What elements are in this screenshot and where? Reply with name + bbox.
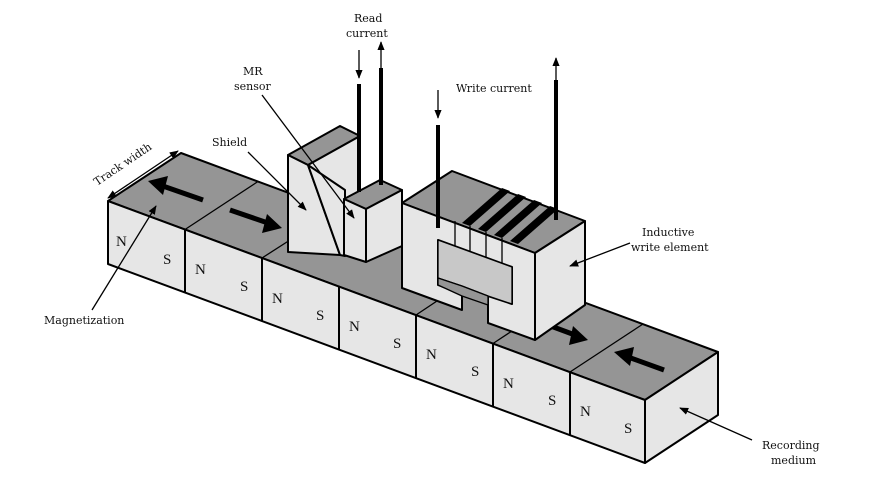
magnetization-label: Magnetization — [44, 314, 124, 327]
write-coil — [454, 188, 558, 263]
medium-front-face — [107, 200, 646, 464]
pole-s-2: S — [240, 279, 248, 295]
shield-label: Shield — [212, 136, 247, 149]
pole-s-4: S — [393, 336, 401, 352]
pole-s-3: S — [316, 308, 324, 324]
pole-n-1: N — [116, 234, 127, 250]
pole-n-3: N — [272, 291, 283, 307]
pole-s-6: S — [548, 393, 556, 409]
magnetization-arrow-2 — [229, 207, 282, 233]
write-current-leads — [434, 57, 560, 228]
recording-medium-label-1: Recording — [762, 439, 820, 452]
shield-block — [287, 125, 361, 257]
inductive-label-1: Inductive — [642, 226, 694, 239]
medium-segment-dividers — [184, 229, 571, 435]
pole-s-7: S — [624, 421, 632, 437]
pole-n-7: N — [580, 404, 591, 420]
pole-labels: N S N S N S N S N S N S N S — [116, 234, 632, 437]
magnetization-arrow-4 — [614, 347, 665, 373]
recording-medium-label-2: medium — [771, 454, 817, 467]
read-current-leads — [355, 41, 385, 192]
pole-n-2: N — [195, 262, 206, 278]
medium-top-dividers — [184, 180, 644, 373]
leader-lines — [91, 94, 753, 441]
write-current-label: Write current — [456, 82, 532, 95]
inductive-leader — [569, 242, 631, 267]
recording-medium-leader — [679, 407, 753, 441]
pole-n-6: N — [503, 376, 514, 392]
pole-n-5: N — [426, 347, 437, 363]
pole-s-5: S — [471, 364, 479, 380]
track-width-arrow — [107, 150, 179, 199]
inductive-write-element — [401, 170, 586, 341]
read-current-label-2: current — [346, 27, 388, 40]
mr-sensor-leader — [261, 94, 355, 219]
pole-n-4: N — [349, 319, 360, 335]
inductive-label-2: write element — [631, 241, 709, 254]
shield-leader — [247, 151, 307, 211]
magnetization-leader — [91, 205, 157, 311]
mr-sensor-label-2: sensor — [234, 80, 272, 93]
pole-s-1: S — [163, 252, 171, 268]
mr-sensor-label-1: MR — [243, 65, 263, 78]
read-current-label-1: Read — [354, 12, 382, 25]
